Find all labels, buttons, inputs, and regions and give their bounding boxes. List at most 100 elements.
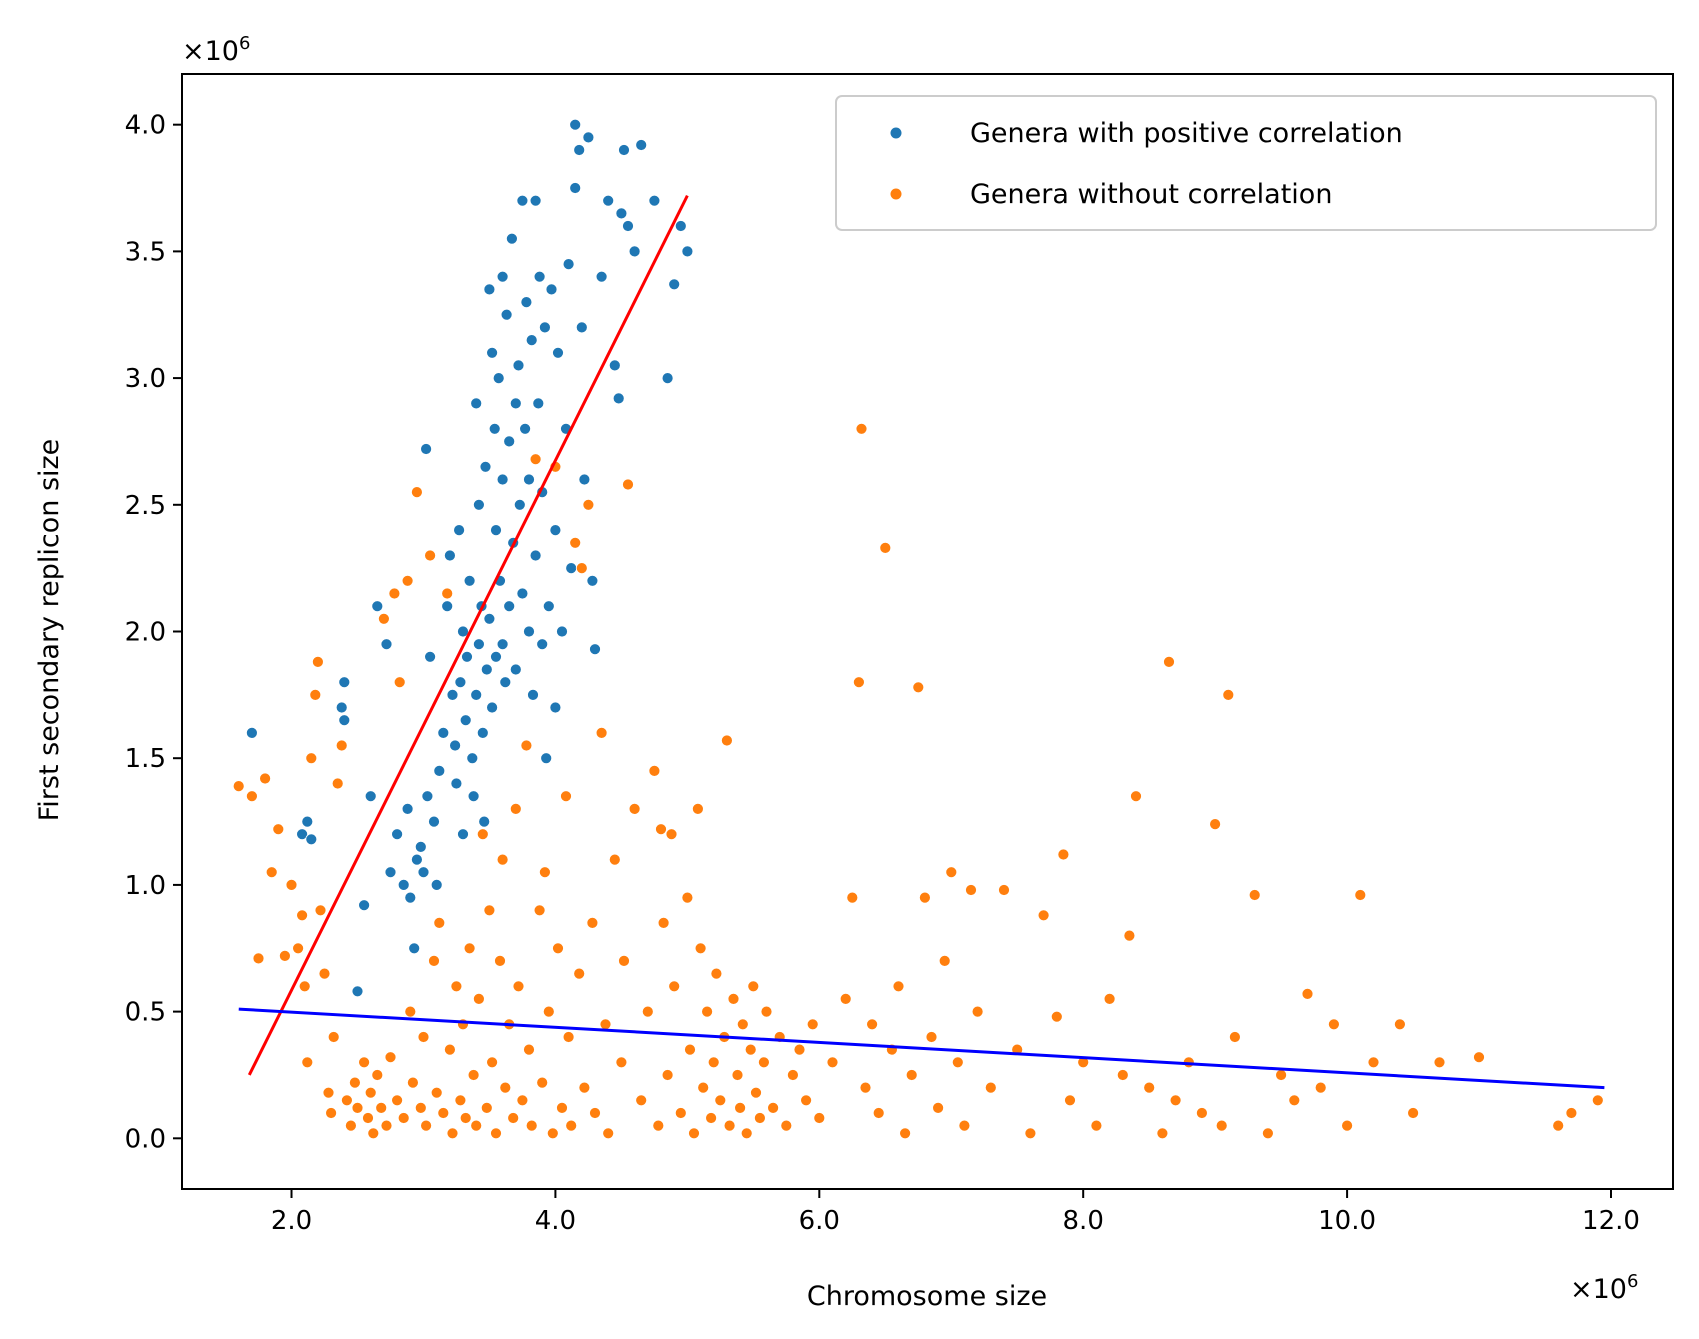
data-point: [859, 1081, 872, 1094]
data-point: [483, 612, 496, 625]
data-point: [492, 372, 505, 385]
data-point: [529, 453, 542, 466]
data-point: [578, 1081, 591, 1094]
data-point: [480, 663, 493, 676]
data-point: [731, 1069, 744, 1081]
data-point: [839, 993, 852, 1005]
data-point: [494, 955, 506, 967]
data-point: [520, 739, 533, 752]
trend-line-1: [247, 194, 689, 1076]
data-point: [301, 1056, 314, 1069]
data-point: [542, 600, 555, 613]
data-point: [490, 524, 502, 536]
data-point: [912, 681, 925, 694]
data-point: [575, 562, 588, 574]
data-point: [560, 790, 572, 803]
data-point: [470, 1119, 483, 1132]
data-point: [322, 1086, 335, 1099]
data-point: [589, 643, 601, 656]
data-point: [335, 701, 348, 714]
data-point: [533, 904, 546, 917]
data-point: [1354, 889, 1367, 901]
data-point: [655, 823, 667, 836]
data-point: [1163, 656, 1175, 668]
data-point: [565, 1119, 578, 1132]
data-point: [292, 942, 305, 955]
data-point: [608, 359, 621, 372]
data-point: [569, 536, 582, 549]
data-point: [433, 917, 446, 929]
data-point: [259, 772, 272, 785]
data-point: [348, 1076, 361, 1089]
data-point: [1169, 1094, 1182, 1107]
data-point: [813, 1112, 826, 1124]
data-point: [476, 727, 489, 739]
data-point: [459, 714, 472, 727]
data-point: [879, 542, 892, 554]
data-point: [723, 1119, 736, 1132]
data-point: [855, 422, 868, 435]
data-point: [509, 803, 522, 815]
data-point: [446, 689, 459, 701]
x-tick-label: 2.0: [271, 1206, 312, 1236]
data-point: [364, 1086, 377, 1099]
series-1: [245, 118, 694, 998]
data-point: [710, 967, 723, 980]
data-point: [358, 1056, 371, 1069]
data-point: [401, 574, 414, 587]
data-point: [1103, 993, 1116, 1005]
data-point: [536, 638, 549, 651]
x-tick-label: 4.0: [535, 1206, 576, 1236]
data-point: [476, 828, 489, 841]
data-point: [285, 879, 298, 891]
data-point: [325, 1107, 338, 1119]
data-point: [516, 587, 529, 600]
data-point: [296, 909, 309, 922]
data-point: [499, 676, 512, 689]
data-point: [1024, 1127, 1037, 1140]
data-point: [1565, 1107, 1578, 1119]
data-point: [556, 1102, 568, 1114]
data-point: [569, 118, 582, 131]
data-point: [496, 638, 509, 651]
data-point: [516, 194, 529, 207]
data-point: [971, 1005, 984, 1018]
data-point: [599, 1018, 612, 1031]
data-point: [1215, 1119, 1228, 1132]
data-point: [505, 232, 518, 245]
data-point: [523, 473, 535, 486]
data-point: [540, 752, 553, 765]
data-point: [457, 828, 469, 841]
data-point: [1196, 1107, 1208, 1119]
data-point: [437, 1107, 450, 1119]
y-axis-label: First secondary replicon size: [34, 439, 65, 822]
data-point: [265, 866, 278, 879]
data-point: [586, 574, 599, 587]
data-point: [496, 853, 509, 866]
data-point: [375, 1102, 388, 1114]
data-point: [736, 1018, 749, 1031]
data-point: [705, 1112, 717, 1124]
data-point: [384, 866, 397, 879]
data-point: [486, 701, 499, 714]
data-point: [516, 1094, 529, 1107]
data-point: [826, 1056, 839, 1069]
data-point: [496, 473, 509, 486]
data-point: [309, 689, 322, 701]
data-point: [657, 917, 670, 929]
data-point: [984, 1081, 997, 1094]
data-point: [965, 884, 977, 896]
x-tick-label: 10.0: [1318, 1206, 1376, 1236]
data-point: [595, 270, 608, 283]
data-point: [533, 270, 546, 283]
data-point: [780, 1119, 793, 1132]
y-tick-label: 0.5: [125, 998, 166, 1028]
data-point: [512, 359, 525, 372]
data-point: [1130, 790, 1142, 803]
data-point: [565, 562, 578, 574]
data-point: [998, 884, 1010, 896]
data-point: [503, 600, 516, 613]
data-point: [364, 790, 377, 803]
data-point: [628, 245, 641, 258]
data-point: [615, 1056, 628, 1069]
